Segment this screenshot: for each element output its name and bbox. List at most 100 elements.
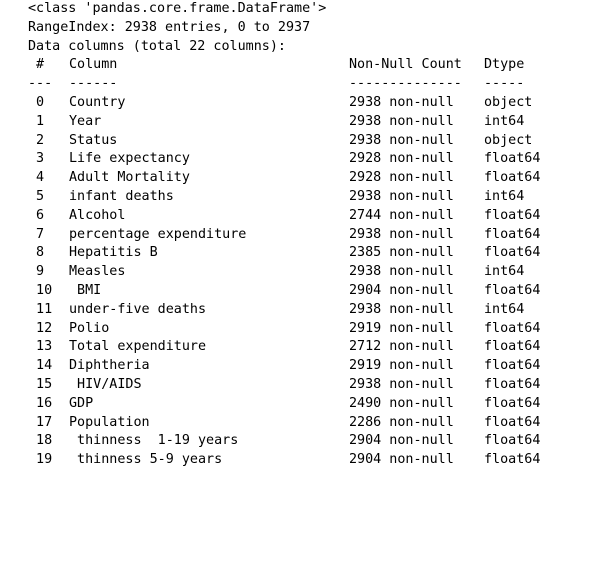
row-column-name: BMI [69, 282, 110, 298]
row-column-name: Diphtheria [69, 358, 158, 374]
row-column-name: Polio [69, 320, 110, 336]
row-non-null-count: 2938 non-null [349, 132, 454, 148]
row-dtype: object [484, 132, 533, 148]
row-column-name: Year [69, 113, 102, 129]
row-non-null-count: 2919 non-null [349, 358, 454, 374]
table-separator-row: --- ------ -------------- ----- [28, 75, 602, 94]
table-row: 0 Country 2938 non-null object [28, 94, 602, 113]
row-dtype: int64 [484, 188, 525, 204]
row-dtype: float64 [484, 320, 541, 336]
table-row: 18 thinness 1-19 years 2904 non-null flo… [28, 432, 602, 451]
row-column-name: under-five deaths [69, 301, 215, 317]
row-column-name: GDP [69, 395, 94, 411]
table-row: 2 Status 2938 non-null object [28, 132, 602, 151]
table-row: 16 GDP 2490 non-null float64 [28, 395, 602, 414]
table-row: 5 infant deaths 2938 non-null int64 [28, 188, 602, 207]
row-non-null-count: 2938 non-null [349, 264, 454, 280]
row-column-name: Measles [69, 264, 134, 280]
row-index: 12 [28, 320, 53, 336]
row-dtype: int64 [484, 113, 525, 129]
row-non-null-count: 2938 non-null [349, 226, 454, 242]
row-non-null-count: 2904 non-null [349, 452, 454, 468]
class-line: <class 'pandas.core.frame.DataFrame'> [28, 1, 327, 16]
row-index: 4 [28, 170, 45, 186]
row-index: 2 [28, 132, 45, 148]
row-column-name: percentage expenditure [69, 226, 247, 242]
row-dtype: float64 [484, 245, 541, 261]
row-index: 5 [28, 188, 45, 204]
table-row: 3 Life expectancy 2928 non-null float64 [28, 150, 602, 169]
header-num: # [28, 57, 45, 73]
table-row: 14 Diphtheria 2919 non-null float64 [28, 357, 602, 376]
row-non-null-count: 2938 non-null [349, 301, 454, 317]
table-row: 8 Hepatitis B 2385 non-null float64 [28, 244, 602, 263]
row-dtype: int64 [484, 264, 525, 280]
row-dtype: float64 [484, 358, 541, 374]
row-index: 7 [28, 226, 45, 242]
row-non-null-count: 2904 non-null [349, 282, 454, 298]
row-index: 17 [28, 414, 53, 430]
row-index: 8 [28, 245, 45, 261]
header-column: Column [69, 57, 118, 73]
data-columns-line: Data columns (total 22 columns): [28, 38, 286, 54]
dataframe-info-output: <class 'pandas.core.frame.DataFrame'> Ra… [28, 0, 602, 470]
row-dtype: float64 [484, 339, 541, 355]
row-non-null-count: 2744 non-null [349, 207, 454, 223]
row-dtype: float64 [484, 433, 541, 449]
row-non-null-count: 2938 non-null [349, 376, 454, 392]
row-index: 10 [28, 282, 53, 298]
row-index: 11 [28, 301, 53, 317]
row-dtype: object [484, 94, 533, 110]
row-column-name: Hepatitis B [69, 245, 158, 261]
table-row: 4 Adult Mortality 2928 non-null float64 [28, 169, 602, 188]
table-row: 12 Polio 2919 non-null float64 [28, 320, 602, 339]
row-column-name: Life expectancy [69, 151, 198, 167]
row-non-null-count: 2286 non-null [349, 414, 454, 430]
separator-num: --- [28, 76, 53, 92]
row-dtype: float64 [484, 376, 541, 392]
row-dtype: float64 [484, 282, 541, 298]
row-index: 1 [28, 113, 45, 129]
row-non-null-count: 2919 non-null [349, 320, 454, 336]
row-column-name: infant deaths [69, 188, 174, 204]
row-non-null-count: 2938 non-null [349, 188, 454, 204]
row-non-null-count: 2928 non-null [349, 170, 454, 186]
row-column-name: Country [69, 94, 126, 110]
table-row: 11 under-five deaths 2938 non-null int64 [28, 301, 602, 320]
row-non-null-count: 2490 non-null [349, 395, 454, 411]
row-index: 18 [28, 433, 53, 449]
row-non-null-count: 2385 non-null [349, 245, 454, 261]
row-non-null-count: 2938 non-null [349, 113, 454, 129]
header-non-null-count: Non-Null Count [349, 57, 462, 73]
row-dtype: float64 [484, 226, 541, 242]
table-row: 19 thinness 5-9 years 2904 non-null floa… [28, 451, 602, 470]
table-row: 1 Year 2938 non-null int64 [28, 113, 602, 132]
row-index: 15 [28, 376, 53, 392]
separator-count: -------------- [349, 76, 462, 92]
table-row: 10 BMI 2904 non-null float64 [28, 282, 602, 301]
row-column-name: Total expenditure [69, 339, 207, 355]
row-column-name: thinness 5-9 years [69, 452, 223, 468]
separator-dtype: ----- [484, 76, 525, 92]
table-row: 17 Population 2286 non-null float64 [28, 414, 602, 433]
row-index: 9 [28, 264, 45, 280]
row-dtype: float64 [484, 395, 541, 411]
table-row: 6 Alcohol 2744 non-null float64 [28, 207, 602, 226]
table-body: 0 Country 2938 non-null object 1 Year 29… [28, 94, 602, 470]
table-row: 15 HIV/AIDS 2938 non-null float64 [28, 376, 602, 395]
table-row: 9 Measles 2938 non-null int64 [28, 263, 602, 282]
row-index: 19 [28, 452, 53, 468]
row-index: 0 [28, 94, 45, 110]
range-index-line: RangeIndex: 2938 entries, 0 to 2937 [28, 19, 311, 35]
table-header-row: # Column Non-Null Count Dtype [28, 56, 602, 75]
row-dtype: float64 [484, 414, 541, 430]
row-column-name: Population [69, 414, 150, 430]
row-index: 6 [28, 207, 45, 223]
row-column-name: thinness 1-19 years [69, 433, 239, 449]
row-index: 3 [28, 151, 45, 167]
row-non-null-count: 2928 non-null [349, 151, 454, 167]
row-dtype: int64 [484, 301, 525, 317]
row-non-null-count: 2904 non-null [349, 433, 454, 449]
separator-column: ------ [69, 76, 118, 92]
table-row: 13 Total expenditure 2712 non-null float… [28, 338, 602, 357]
